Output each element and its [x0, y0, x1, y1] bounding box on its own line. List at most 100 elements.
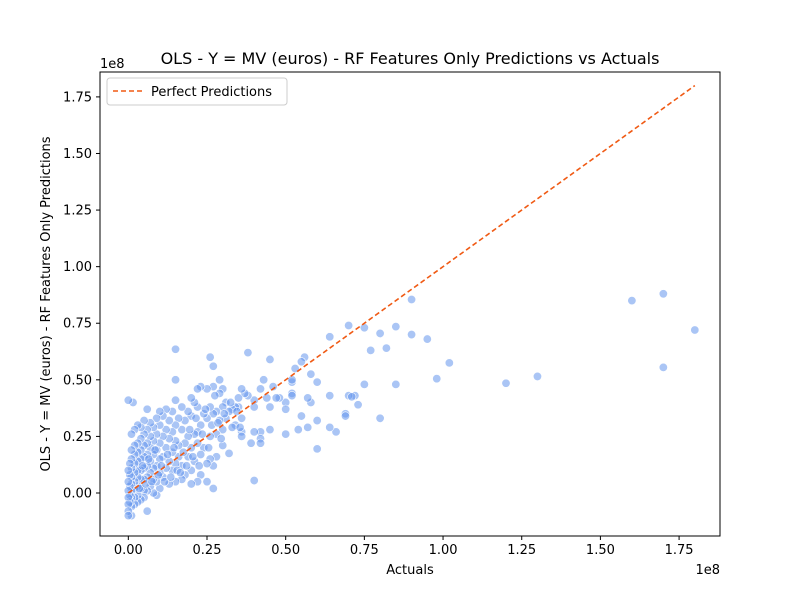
- scatter-point-6: [444, 358, 454, 368]
- scatter-point-40: [293, 425, 303, 435]
- scatter-point-277: [216, 434, 226, 444]
- scatter-point-10: [422, 334, 432, 344]
- scatter-point-273: [204, 443, 214, 453]
- y-tick-label-7: 1.75: [63, 90, 92, 105]
- scatter-point-104: [202, 459, 212, 469]
- scatter-point-35: [303, 393, 313, 403]
- scatter-point-124: [186, 479, 196, 489]
- scatter-point-17: [359, 323, 369, 333]
- scatter-point-254: [144, 454, 154, 464]
- scatter-point-27: [325, 332, 335, 342]
- plot-frame: [99, 71, 721, 537]
- x-tick-label-0: 0.00: [114, 543, 143, 558]
- scatter-point-125: [183, 407, 193, 417]
- scatter-point-185: [142, 404, 152, 414]
- scatter-point-3: [627, 296, 637, 306]
- y-tick-label-1: 0.25: [63, 430, 92, 445]
- scatter-point-70: [237, 413, 247, 423]
- legend-label-perfect-predictions: Perfect Predictions: [151, 85, 272, 100]
- scatter-point-256: [150, 445, 160, 455]
- scatter-point-73: [233, 393, 243, 403]
- scatter-point-229: [126, 445, 136, 455]
- scatter-point-281: [235, 422, 245, 432]
- scatter-point-278: [219, 409, 229, 419]
- scatter-point-269: [191, 413, 201, 423]
- scatter-point-79: [224, 448, 234, 458]
- scatter-point-140: [171, 395, 181, 405]
- scatter-point-48: [281, 429, 291, 439]
- scatter-point-23: [347, 392, 357, 402]
- x-tick-label-1: 0.25: [193, 543, 222, 558]
- x-offset-label: 1e8: [695, 563, 720, 578]
- y-axis-ticks: 0.00 0.25 0.50 0.75 1.00 1.25 1.50 1.75: [63, 90, 100, 501]
- scatter-point-11: [391, 322, 401, 332]
- scatter-point-105: [202, 477, 212, 487]
- scatter-point-97: [208, 483, 218, 493]
- scatter-point-4: [532, 371, 542, 381]
- scatter-point-38: [296, 411, 306, 421]
- scatter-point-14: [375, 328, 385, 338]
- scatter-point-78: [227, 422, 237, 432]
- scatter-point-39: [296, 357, 306, 367]
- scatter-point-1: [658, 289, 668, 299]
- scatter-point-245: [123, 477, 133, 487]
- scatter-point-18: [359, 379, 369, 389]
- scatter-point-98: [205, 352, 215, 362]
- scatter-point-110: [196, 450, 206, 460]
- x-tick-label-6: 1.50: [586, 543, 615, 558]
- scatter-point-69: [237, 384, 247, 394]
- y-tick-label-5: 1.25: [63, 204, 92, 219]
- scatter-point-62: [249, 402, 259, 412]
- scatter-point-255: [147, 477, 157, 487]
- legend-box: [106, 77, 288, 106]
- scatter-point-275: [210, 391, 220, 401]
- scatter-point-138: [171, 344, 181, 354]
- scatter-point-93: [208, 361, 218, 371]
- scatter-point-63: [249, 427, 259, 437]
- scatter-point-0: [690, 325, 700, 335]
- scatter-point-45: [287, 375, 297, 385]
- scatter-point-12: [391, 379, 401, 389]
- x-tick-label-5: 1.25: [507, 543, 536, 558]
- scatter-point-112: [193, 384, 203, 394]
- scatter-point-55: [262, 393, 272, 403]
- reference-line-layer: [127, 84, 696, 494]
- y-offset-label: 1e8: [100, 57, 125, 72]
- scatter-point-167: [152, 413, 162, 423]
- scatter-point-192: [142, 506, 152, 516]
- scatter-point-8: [407, 294, 417, 304]
- scatter-point-9: [407, 330, 417, 340]
- scatter-point-60: [256, 438, 266, 448]
- scatter-point-43: [287, 391, 297, 401]
- scatter-point-64: [249, 476, 259, 486]
- scatter-point-268: [188, 452, 198, 462]
- scatter-point-250: [123, 511, 133, 521]
- x-tick-label-4: 1.00: [429, 543, 458, 558]
- scatter-point-20: [353, 400, 363, 410]
- scatter-point-52: [265, 354, 275, 364]
- scatter-point-271: [197, 429, 207, 439]
- scatter-point-139: [171, 375, 181, 385]
- scatter-point-47: [281, 404, 291, 414]
- y-tick-label-2: 0.50: [63, 373, 92, 388]
- scatter-points: [123, 289, 700, 521]
- scatter-point-262: [169, 443, 179, 453]
- scatter-point-131: [177, 402, 187, 412]
- scatter-point-276: [213, 418, 223, 428]
- scatter-point-270: [194, 461, 204, 471]
- scatter-point-252: [137, 461, 147, 471]
- y-axis-label: OLS - Y = MV (euros) - RF Features Only …: [39, 136, 54, 471]
- scatter-point-29: [325, 422, 335, 432]
- scatter-point-51: [268, 382, 278, 392]
- x-axis-ticks: 0.00 0.25 0.50 0.75 1.00 1.25 1.50 1.75: [114, 536, 694, 558]
- scatter-point-120: [186, 393, 196, 403]
- scatter-point-54: [265, 425, 275, 435]
- scatter-point-53: [265, 402, 275, 412]
- y-tick-label-4: 1.00: [63, 260, 92, 275]
- scatter-point-7: [432, 374, 442, 384]
- scatter-point-32: [312, 444, 322, 454]
- scatter-point-243: [123, 395, 133, 405]
- scatter-point-272: [200, 404, 210, 414]
- scatter-point-5: [501, 378, 511, 388]
